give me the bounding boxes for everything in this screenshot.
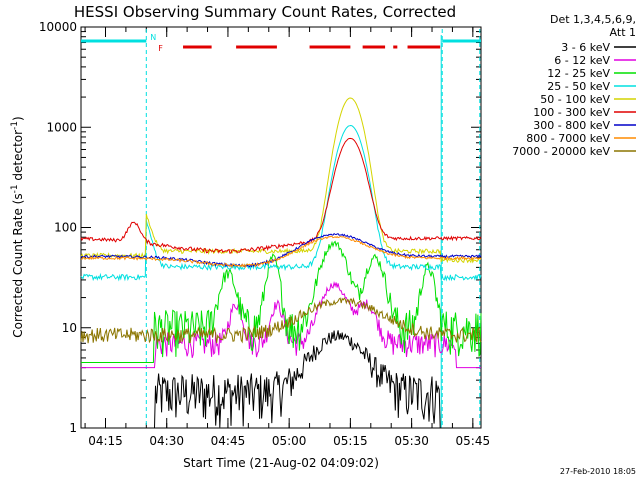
y-label-mid: detector: [11, 130, 25, 185]
y-axis: 1 10 100 1000 10000: [39, 20, 481, 435]
legend-entry-label: 6 - 12 keV: [554, 54, 610, 67]
y-axis-label: Corrected Count Rate (s-1 detector-1): [10, 116, 25, 337]
y-tick-label: 1: [69, 421, 77, 435]
chart-title: HESSI Observing Summary Count Rates, Cor…: [74, 3, 456, 21]
generation-timestamp: 27-Feb-2010 18:05: [560, 467, 636, 476]
legend-entry-label: 50 - 100 keV: [540, 93, 610, 106]
y-tick-label: 1000: [46, 120, 77, 134]
x-axis: 04:15 04:30 04:45 05:00 05:15 05:30 05:45: [84, 27, 491, 448]
legend-entry-label: 100 - 300 keV: [533, 106, 610, 119]
y-label-main: Corrected Count Rate (s: [11, 193, 25, 337]
x-tick-label: 05:45: [456, 434, 491, 448]
y-tick-label: 10: [62, 321, 77, 335]
x-tick-label: 04:45: [211, 434, 246, 448]
legend-header-detectors: Det 1,3,4,5,6,9,: [550, 13, 636, 26]
legend-entry-label: 800 - 7000 keV: [526, 132, 610, 145]
y-tick-label: 10000: [39, 20, 77, 34]
series-line-2: [81, 240, 482, 363]
series-line-8: [80, 297, 482, 344]
legend-entry-label: 300 - 800 keV: [533, 119, 610, 132]
x-axis-label: Start Time (21-Aug-02 04:09:02): [183, 456, 379, 470]
y-label-sup-1: -1: [10, 184, 20, 193]
legend-entry-label: 25 - 50 keV: [547, 80, 610, 93]
flare-label: F: [158, 44, 163, 53]
legend-header-attenuator: Att 1: [610, 26, 636, 39]
orbit-annotations: NF: [81, 29, 481, 428]
series-lines: [80, 97, 482, 429]
legend-entry-label: 3 - 6 keV: [561, 41, 610, 54]
series-line-4: [80, 97, 482, 264]
legend-entry-label: 7000 - 20000 keV: [512, 145, 610, 158]
series-line-7: [80, 235, 482, 269]
series-line-5: [80, 137, 482, 254]
series-line-0: [81, 330, 481, 429]
y-label-sup-2: -1: [10, 121, 20, 130]
x-tick-label: 04:30: [149, 434, 184, 448]
series-line-3: [80, 124, 482, 282]
legend-entry-label: 12 - 25 keV: [547, 67, 610, 80]
x-tick-label: 05:30: [394, 434, 429, 448]
x-tick-label: 05:00: [272, 434, 307, 448]
night-label: N: [150, 33, 156, 42]
y-tick-label: 100: [54, 221, 77, 235]
y-label-end: ): [11, 116, 25, 121]
x-tick-label: 05:15: [333, 434, 368, 448]
x-tick-label: 04:15: [88, 434, 123, 448]
